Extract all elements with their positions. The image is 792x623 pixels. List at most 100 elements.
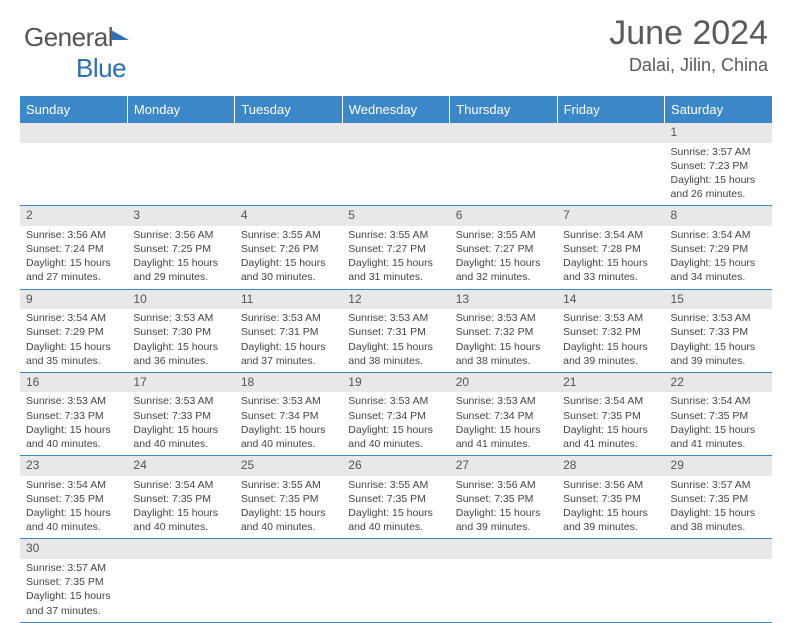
calendar-cell [450,123,557,206]
calendar-cell: 19Sunrise: 3:53 AMSunset: 7:34 PMDayligh… [342,372,449,455]
day-content: Sunrise: 3:57 AMSunset: 7:23 PMDaylight:… [665,143,772,206]
calendar-cell: 20Sunrise: 3:53 AMSunset: 7:34 PMDayligh… [450,372,557,455]
calendar-cell: 8Sunrise: 3:54 AMSunset: 7:29 PMDaylight… [665,206,772,289]
day-number: 11 [235,290,342,310]
calendar-cell: 22Sunrise: 3:54 AMSunset: 7:35 PMDayligh… [665,372,772,455]
calendar-cell: 24Sunrise: 3:54 AMSunset: 7:35 PMDayligh… [127,456,234,539]
day-number: 12 [342,290,449,310]
day-number: 29 [665,456,772,476]
day-number-empty [127,539,234,559]
day-number: 19 [342,373,449,393]
day-number: 15 [665,290,772,310]
day-number: 25 [235,456,342,476]
day-number: 30 [20,539,127,559]
day-content: Sunrise: 3:53 AMSunset: 7:34 PMDaylight:… [450,392,557,455]
weekday-header: Thursday [450,96,557,123]
calendar-cell [235,123,342,206]
day-number: 2 [20,206,127,226]
day-number: 7 [557,206,664,226]
calendar-cell [450,539,557,622]
day-number: 22 [665,373,772,393]
day-number: 3 [127,206,234,226]
day-content: Sunrise: 3:54 AMSunset: 7:29 PMDaylight:… [665,226,772,289]
calendar-cell [235,539,342,622]
day-number: 28 [557,456,664,476]
weekday-header: Monday [127,96,234,123]
day-number-empty [20,123,127,143]
calendar-row: 1Sunrise: 3:57 AMSunset: 7:23 PMDaylight… [20,123,772,206]
day-number-empty [557,123,664,143]
day-number: 5 [342,206,449,226]
day-number-empty [450,123,557,143]
day-number: 26 [342,456,449,476]
header: General Blue June 2024 Dalai, Jilin, Chi… [0,0,792,96]
calendar-cell: 13Sunrise: 3:53 AMSunset: 7:32 PMDayligh… [450,289,557,372]
calendar-row: 9Sunrise: 3:54 AMSunset: 7:29 PMDaylight… [20,289,772,372]
calendar-row: 23Sunrise: 3:54 AMSunset: 7:35 PMDayligh… [20,456,772,539]
weekday-header: Friday [557,96,664,123]
day-number-empty [342,123,449,143]
day-number-empty [557,539,664,559]
day-number: 1 [665,123,772,143]
calendar-cell [557,539,664,622]
day-content: Sunrise: 3:53 AMSunset: 7:34 PMDaylight:… [235,392,342,455]
day-content: Sunrise: 3:53 AMSunset: 7:33 PMDaylight:… [20,392,127,455]
calendar-cell: 16Sunrise: 3:53 AMSunset: 7:33 PMDayligh… [20,372,127,455]
day-number: 4 [235,206,342,226]
calendar-cell: 5Sunrise: 3:55 AMSunset: 7:27 PMDaylight… [342,206,449,289]
calendar-cell [342,123,449,206]
day-content: Sunrise: 3:54 AMSunset: 7:35 PMDaylight:… [20,476,127,539]
location: Dalai, Jilin, China [609,55,768,76]
day-content: Sunrise: 3:55 AMSunset: 7:35 PMDaylight:… [342,476,449,539]
day-content: Sunrise: 3:55 AMSunset: 7:35 PMDaylight:… [235,476,342,539]
day-number-empty [127,123,234,143]
weekday-header: Saturday [665,96,772,123]
logo-part2: Blue [76,53,126,83]
calendar-cell [557,123,664,206]
calendar-row: 30Sunrise: 3:57 AMSunset: 7:35 PMDayligh… [20,539,772,622]
logo: General Blue [24,22,129,84]
calendar-cell: 14Sunrise: 3:53 AMSunset: 7:32 PMDayligh… [557,289,664,372]
day-number: 16 [20,373,127,393]
day-content: Sunrise: 3:56 AMSunset: 7:24 PMDaylight:… [20,226,127,289]
day-content: Sunrise: 3:54 AMSunset: 7:35 PMDaylight:… [665,392,772,455]
day-number: 10 [127,290,234,310]
calendar-cell: 9Sunrise: 3:54 AMSunset: 7:29 PMDaylight… [20,289,127,372]
calendar-cell: 2Sunrise: 3:56 AMSunset: 7:24 PMDaylight… [20,206,127,289]
day-number: 27 [450,456,557,476]
day-content: Sunrise: 3:56 AMSunset: 7:35 PMDaylight:… [450,476,557,539]
calendar-cell: 15Sunrise: 3:53 AMSunset: 7:33 PMDayligh… [665,289,772,372]
calendar-cell: 27Sunrise: 3:56 AMSunset: 7:35 PMDayligh… [450,456,557,539]
day-content: Sunrise: 3:54 AMSunset: 7:35 PMDaylight:… [557,392,664,455]
day-number: 24 [127,456,234,476]
day-content: Sunrise: 3:53 AMSunset: 7:32 PMDaylight:… [557,309,664,372]
weekday-header-row: SundayMondayTuesdayWednesdayThursdayFrid… [20,96,772,123]
calendar-cell: 28Sunrise: 3:56 AMSunset: 7:35 PMDayligh… [557,456,664,539]
weekday-header: Wednesday [342,96,449,123]
calendar-body: 1Sunrise: 3:57 AMSunset: 7:23 PMDaylight… [20,123,772,622]
month-title: June 2024 [609,14,768,53]
calendar-row: 16Sunrise: 3:53 AMSunset: 7:33 PMDayligh… [20,372,772,455]
calendar-cell: 25Sunrise: 3:55 AMSunset: 7:35 PMDayligh… [235,456,342,539]
title-block: June 2024 Dalai, Jilin, China [609,14,768,76]
calendar-cell: 11Sunrise: 3:53 AMSunset: 7:31 PMDayligh… [235,289,342,372]
calendar-cell: 6Sunrise: 3:55 AMSunset: 7:27 PMDaylight… [450,206,557,289]
calendar-cell [665,539,772,622]
day-content: Sunrise: 3:55 AMSunset: 7:26 PMDaylight:… [235,226,342,289]
weekday-header: Tuesday [235,96,342,123]
calendar-cell: 4Sunrise: 3:55 AMSunset: 7:26 PMDaylight… [235,206,342,289]
day-number: 8 [665,206,772,226]
day-number-empty [235,123,342,143]
day-content: Sunrise: 3:53 AMSunset: 7:34 PMDaylight:… [342,392,449,455]
calendar-table: SundayMondayTuesdayWednesdayThursdayFrid… [20,96,772,623]
day-content: Sunrise: 3:56 AMSunset: 7:25 PMDaylight:… [127,226,234,289]
day-content: Sunrise: 3:56 AMSunset: 7:35 PMDaylight:… [557,476,664,539]
calendar-cell: 18Sunrise: 3:53 AMSunset: 7:34 PMDayligh… [235,372,342,455]
day-number: 9 [20,290,127,310]
calendar-row: 2Sunrise: 3:56 AMSunset: 7:24 PMDaylight… [20,206,772,289]
calendar-cell: 29Sunrise: 3:57 AMSunset: 7:35 PMDayligh… [665,456,772,539]
day-content: Sunrise: 3:54 AMSunset: 7:28 PMDaylight:… [557,226,664,289]
calendar-cell: 21Sunrise: 3:54 AMSunset: 7:35 PMDayligh… [557,372,664,455]
day-number-empty [235,539,342,559]
day-content: Sunrise: 3:55 AMSunset: 7:27 PMDaylight:… [450,226,557,289]
